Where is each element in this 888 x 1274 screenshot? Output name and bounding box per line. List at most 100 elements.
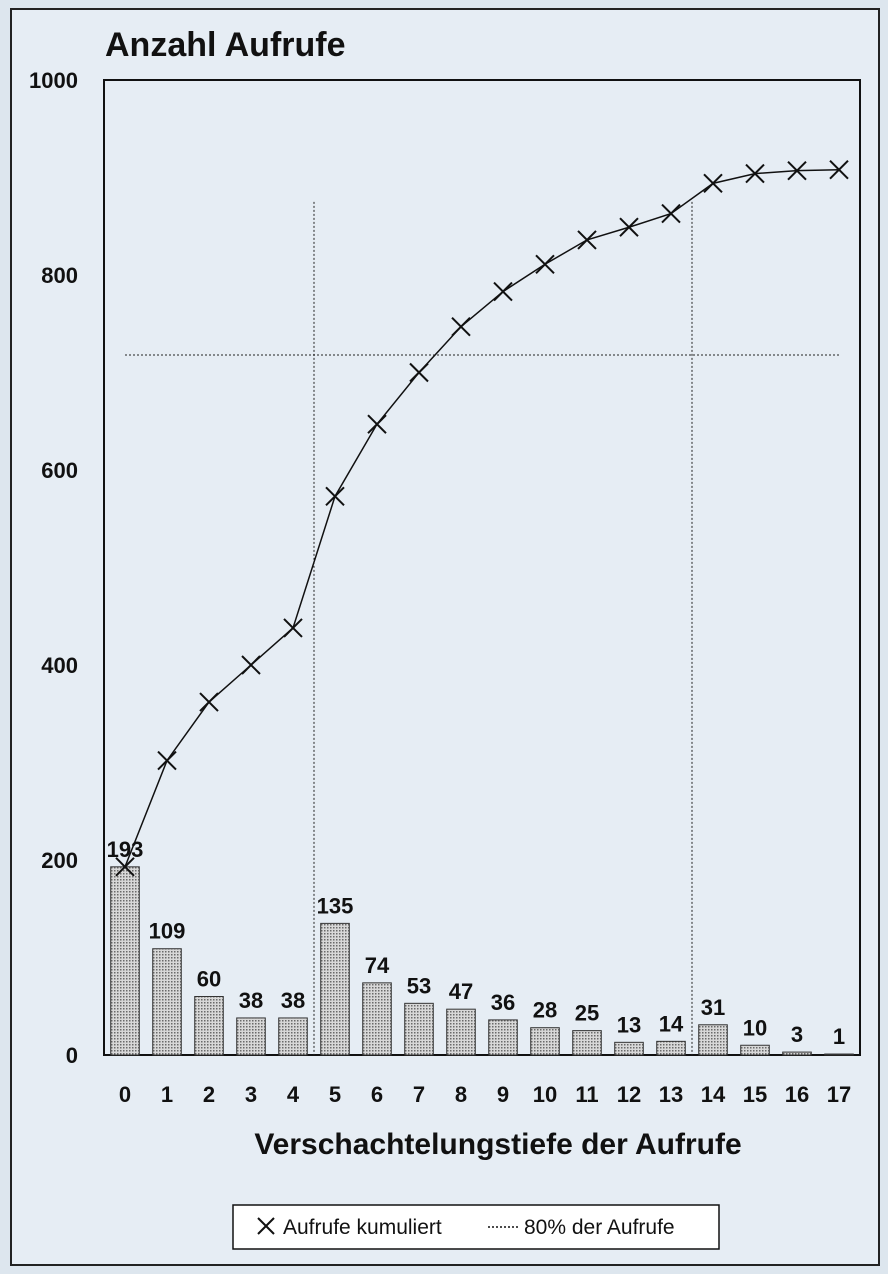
cumulative-point: [325, 486, 345, 507]
reference-lines: [125, 201, 839, 1055]
x-marker-stroke: [157, 750, 177, 771]
x-tick-label: 6: [371, 1082, 383, 1107]
cumulative-point: [199, 692, 219, 712]
x-tick-label: 15: [743, 1082, 767, 1107]
bar: [614, 1041, 644, 1056]
bar: [530, 1027, 560, 1056]
x-marker-stroke: [409, 362, 429, 383]
x-tick-label: 16: [785, 1082, 809, 1107]
cumulative-point: [661, 203, 681, 224]
bar: [740, 1044, 770, 1056]
bar-value-label: 193: [107, 837, 144, 862]
x-tick-label: 14: [701, 1082, 726, 1107]
y-tick-label: 800: [41, 263, 78, 288]
x-marker-stroke: [745, 163, 765, 184]
x-tick-label: 13: [659, 1082, 683, 1107]
legend-entry-80-percent: 80% der Aufrufe: [524, 1216, 675, 1239]
y-tick-label: 600: [41, 458, 78, 483]
bar-value-label: 3: [791, 1022, 803, 1047]
bar: [698, 1024, 728, 1056]
bar-value-label: 53: [407, 973, 431, 998]
y-tick-label: 0: [66, 1043, 78, 1068]
x-tick-label: 8: [455, 1082, 467, 1107]
x-marker-stroke: [325, 486, 345, 507]
bar: [362, 982, 392, 1056]
cumulative-series: [115, 159, 849, 877]
bar: [782, 1051, 812, 1056]
x-marker-stroke: [829, 159, 849, 180]
y-tick-label: 200: [41, 848, 78, 873]
bar: [446, 1008, 476, 1056]
cumulative-point: [367, 414, 387, 434]
x-tick-label: 17: [827, 1082, 851, 1107]
bar: [152, 948, 182, 1056]
cumulative-point: [745, 163, 765, 184]
bar-value-label: 10: [743, 1015, 767, 1040]
bar-value-label: 135: [317, 893, 354, 918]
x-tick-label: 11: [575, 1082, 598, 1107]
bar-value-label: 31: [701, 995, 725, 1020]
bar-value-label: 25: [575, 1001, 599, 1026]
y-tick-label: 1000: [29, 68, 78, 93]
x-marker-stroke: [283, 618, 303, 638]
bar: [572, 1030, 602, 1056]
cumulative-point: [619, 217, 639, 237]
legend-marker-cumulative: [257, 1217, 275, 1235]
x-marker-stroke: [241, 655, 261, 675]
x-tick-label: 7: [413, 1082, 425, 1107]
x-marker-stroke: [493, 281, 513, 302]
bar-value-label: 109: [149, 919, 186, 944]
x-tick-label: 4: [287, 1082, 300, 1107]
bar-value-label: 28: [533, 998, 557, 1023]
bar-value-label: 38: [281, 988, 305, 1013]
legend-box: [232, 1204, 720, 1250]
x-tick-label: 9: [497, 1082, 509, 1107]
bar-value-label: 74: [365, 953, 390, 978]
cumulative-point: [451, 316, 471, 337]
x-tick-label: 5: [329, 1082, 341, 1107]
cumulative-point: [241, 655, 261, 675]
x-marker-stroke: [661, 203, 681, 224]
x-marker-stroke: [577, 230, 597, 250]
x-marker-stroke: [787, 160, 807, 181]
x-axis-label: Verschachtelungstiefe der Aufrufe: [254, 1128, 741, 1161]
cumulative-point: [115, 857, 135, 877]
bar: [194, 996, 224, 1056]
bar-value-label: 47: [449, 979, 473, 1004]
chart-frame: [10, 8, 880, 1266]
x-tick-label: 1: [161, 1082, 173, 1107]
x-tick-label: 10: [533, 1082, 557, 1107]
x-tick-label: 0: [119, 1082, 131, 1107]
cumulative-point: [577, 230, 597, 250]
y-tick-label: 400: [41, 653, 78, 678]
x-tick-label: 3: [245, 1082, 257, 1107]
x-marker-stroke: [367, 414, 387, 434]
bar-value-label: 38: [239, 988, 263, 1013]
cumulative-point: [409, 362, 429, 383]
cumulative-point: [829, 159, 849, 180]
bar: [278, 1017, 308, 1056]
bar-value-label: 13: [617, 1012, 641, 1037]
cumulative-line: [124, 168, 840, 868]
bar: [824, 1053, 854, 1056]
x-axis: 0 1 2 3 4 5 6 7 8 9 10 11 12 13 14 15 16 17: [119, 1082, 851, 1107]
cumulative-point: [283, 618, 303, 638]
chart-title: Anzahl Aufrufe: [105, 26, 346, 64]
cumulative-point: [535, 254, 555, 274]
bar: [320, 922, 350, 1056]
cumulative-point: [493, 281, 513, 302]
bar-value-label: 14: [659, 1011, 684, 1036]
x-marker-stroke: [535, 254, 555, 274]
bar: [404, 1002, 434, 1056]
x-marker-stroke: [619, 217, 639, 237]
bar-value-label: 1: [833, 1024, 845, 1049]
x-marker-stroke: [703, 173, 723, 194]
bar: [236, 1017, 266, 1056]
x-marker-stroke: [199, 692, 219, 712]
cumulative-point: [703, 173, 723, 194]
cumulative-point: [157, 750, 177, 771]
bar: [488, 1019, 518, 1056]
bar-value-label: 36: [491, 990, 515, 1015]
